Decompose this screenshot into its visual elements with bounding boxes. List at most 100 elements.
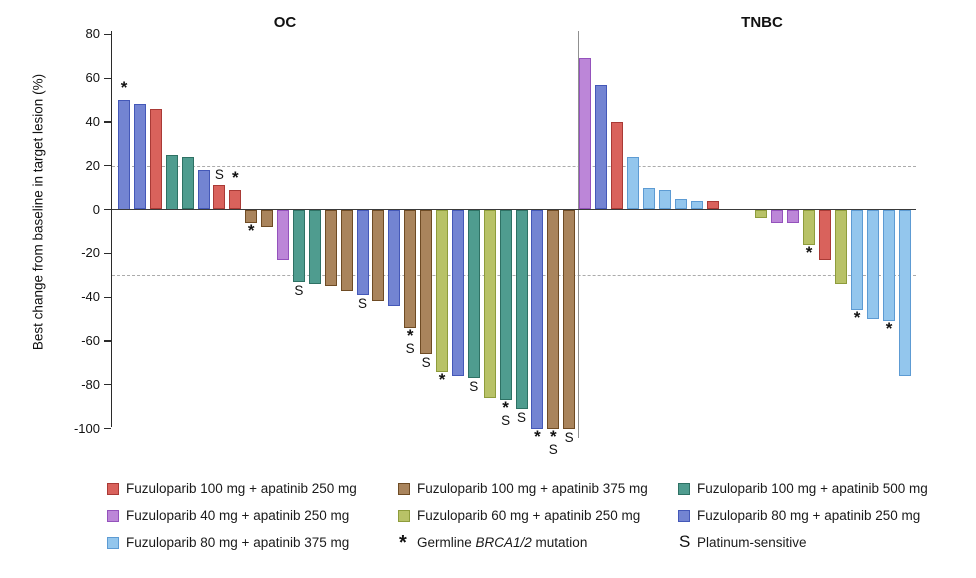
bar (229, 189, 242, 210)
y-tick (104, 77, 111, 79)
y-tick-label: 20 (85, 157, 100, 173)
s-marker: S (564, 429, 574, 445)
panel-title-tnbc: TNBC (741, 14, 783, 31)
bar (611, 121, 623, 210)
asterisk-marker: * (885, 319, 893, 339)
bar (197, 170, 210, 210)
legend-label: Fuzuloparib 80 mg + apatinib 375 mg (126, 535, 350, 550)
legend-label: Germline BRCA1/2 mutation (417, 535, 588, 550)
bar (531, 209, 544, 429)
asterisk-marker: * (805, 242, 813, 262)
bar (499, 209, 512, 401)
y-tick-label: 40 (85, 113, 100, 129)
bar (803, 209, 815, 245)
bar (404, 209, 417, 328)
bar (436, 209, 448, 372)
bar (292, 209, 305, 282)
legend-label-italic: BRCA1/2 (475, 535, 532, 550)
s-marker: S (421, 355, 431, 371)
bar (420, 209, 433, 355)
bar (483, 209, 496, 398)
asterisk-marker: * (549, 426, 557, 446)
s-marker: S (548, 441, 558, 457)
bar (643, 187, 655, 210)
bar (356, 209, 369, 295)
y-tick-label: 60 (85, 70, 100, 86)
bar (547, 209, 560, 429)
zero-baseline (112, 208, 916, 211)
bar (118, 100, 130, 210)
bar (388, 209, 401, 306)
y-tick (104, 165, 111, 167)
bar (340, 209, 353, 291)
bar (867, 209, 879, 319)
bar (261, 209, 274, 228)
bar (851, 209, 863, 311)
y-axis-line (110, 31, 112, 427)
bar (755, 209, 767, 219)
y-tick-label: 80 (85, 26, 100, 42)
bar (165, 154, 178, 210)
legend-label: Fuzuloparib 100 mg + apatinib 250 mg (126, 481, 357, 496)
legend-swatch (398, 482, 410, 495)
bar (579, 58, 591, 210)
s-marker: S (294, 282, 304, 298)
asterisk-marker: * (853, 308, 861, 328)
asterisk-marker: * (247, 220, 255, 240)
legend-swatch (107, 509, 119, 522)
s-marker: S (214, 167, 224, 183)
reference-line (112, 165, 916, 167)
s-marker: S (405, 340, 415, 356)
bar (627, 156, 639, 210)
y-axis-title: Best change from baseline in target lesi… (30, 73, 46, 351)
bar (819, 209, 831, 260)
legend-marker-symbol: S (679, 531, 691, 551)
y-tick (104, 340, 111, 342)
s-marker: S (516, 409, 526, 425)
bar (835, 209, 847, 284)
y-tick-label: -80 (81, 376, 100, 392)
asterisk-marker: * (502, 398, 509, 418)
y-tick (104, 252, 111, 254)
s-marker: S (469, 379, 479, 395)
bar (149, 108, 162, 210)
y-tick-label: -40 (81, 289, 100, 305)
legend-swatch (398, 509, 410, 522)
bar (372, 209, 385, 302)
asterisk-marker: * (534, 426, 541, 446)
bar (899, 209, 911, 376)
legend-marker-symbol: * (399, 531, 407, 554)
asterisk-marker: * (406, 325, 414, 345)
y-tick-label: 0 (92, 201, 100, 217)
bar (659, 189, 671, 210)
bar (324, 209, 337, 287)
bar (181, 156, 194, 210)
bar (467, 209, 480, 379)
s-marker: S (501, 413, 511, 429)
legend-swatch (107, 482, 119, 495)
y-tick (104, 208, 111, 211)
y-tick (104, 384, 111, 386)
bar (133, 104, 146, 210)
y-tick-label: -20 (81, 245, 100, 261)
legend-label: Fuzuloparib 80 mg + apatinib 250 mg (697, 508, 921, 523)
bar (515, 209, 528, 409)
asterisk-marker: * (438, 369, 446, 389)
y-tick (104, 33, 111, 35)
bar (277, 209, 289, 260)
y-tick-label: -100 (73, 420, 100, 436)
asterisk-marker: * (120, 78, 128, 97)
bar (771, 209, 783, 223)
legend-swatch (678, 482, 690, 495)
bar (451, 209, 464, 376)
y-tick (104, 296, 111, 298)
legend-swatch (107, 536, 119, 549)
bar (213, 185, 226, 210)
legend-label: Fuzuloparib 40 mg + apatinib 250 mg (126, 508, 350, 523)
bar (787, 209, 799, 223)
panel-divider (577, 31, 579, 438)
s-marker: S (357, 295, 367, 311)
legend-label: Fuzuloparib 100 mg + apatinib 375 mg (417, 481, 648, 496)
y-tick (104, 121, 111, 123)
